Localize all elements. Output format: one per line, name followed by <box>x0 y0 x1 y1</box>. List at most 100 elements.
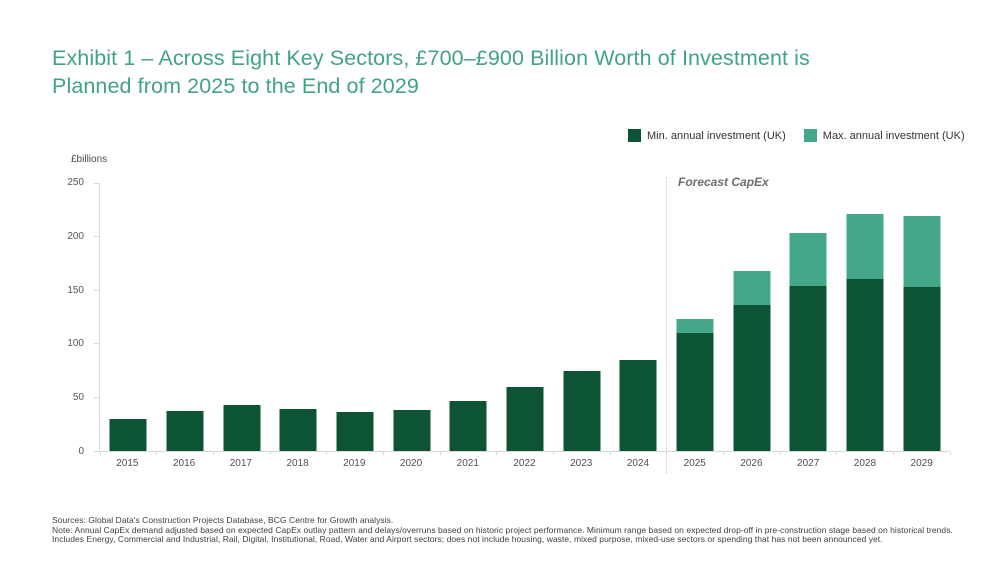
bar-2017 <box>223 183 261 451</box>
exhibit-title: Exhibit 1 – Across Eight Key Sectors, £7… <box>52 44 952 100</box>
footnotes: Sources: Global Data's Construction Proj… <box>52 515 964 545</box>
x-boundary-tick-6 <box>439 452 441 455</box>
min-segment-2025 <box>676 333 714 451</box>
chart-legend: Min. annual investment (UK) Max. annual … <box>628 129 965 142</box>
y-tick-mark-200 <box>94 236 99 238</box>
x-tick-label-2023: 2023 <box>570 458 593 469</box>
bar-slot-2020 <box>383 183 440 451</box>
bar-2023 <box>563 183 601 451</box>
x-tick-label-2020: 2020 <box>399 458 423 469</box>
max-segment-2025 <box>676 319 714 334</box>
bar-2021 <box>449 183 487 451</box>
x-boundary-tick-9 <box>609 452 611 455</box>
bar-slot-2019 <box>327 183 384 451</box>
x-boundary-tick-1 <box>156 452 158 455</box>
y-axis: 0 50 100 150 200 250 <box>40 177 92 457</box>
y-tick-label-50: 50 <box>72 392 84 404</box>
max-segment-2029 <box>903 216 941 287</box>
bar-slot-2018 <box>270 183 327 451</box>
x-tick-label-2029: 2029 <box>910 458 933 469</box>
bar-slot-2015 <box>100 183 157 451</box>
x-tick-label-2017: 2017 <box>229 458 252 469</box>
x-boundary-tick-5 <box>382 452 384 455</box>
exhibit-title-line-2: Planned from 2025 to the End of 2029 <box>52 74 419 98</box>
bar-2022 <box>506 183 544 451</box>
y-tick-label-100: 100 <box>67 338 84 350</box>
max-segment-2027 <box>789 233 827 286</box>
forecast-divider-line <box>666 177 667 473</box>
min-segment-2019 <box>336 412 374 451</box>
x-boundary-tick-14 <box>892 452 894 455</box>
min-segment-2028 <box>846 279 884 451</box>
x-boundary-tick-13 <box>836 452 838 455</box>
min-segment-2018 <box>279 409 317 451</box>
min-series-swatch-icon <box>628 129 641 142</box>
bar-slot-2021 <box>440 183 497 451</box>
x-boundary-tick-4 <box>326 452 328 455</box>
x-tick-label-2019: 2019 <box>343 458 366 469</box>
bar-slot-2023 <box>553 183 610 451</box>
bar-2020 <box>393 183 431 451</box>
min-segment-2027 <box>789 285 827 451</box>
x-boundary-tick-3 <box>269 452 271 455</box>
min-segment-2029 <box>903 286 941 451</box>
min-segment-2021 <box>449 400 487 451</box>
x-boundary-tick-12 <box>779 452 781 455</box>
bar-slot-2027 <box>780 183 837 451</box>
methodology-note: Note: Annual CapEx demand adjusted based… <box>52 524 953 545</box>
x-tick-label-2024: 2024 <box>626 458 650 469</box>
bar-2025 <box>676 183 714 451</box>
legend-item-max: Max. annual investment (UK) <box>803 129 965 142</box>
y-tick-label-200: 200 <box>67 230 84 242</box>
bar-2024 <box>619 183 657 451</box>
min-segment-2026 <box>733 305 771 451</box>
bar-2029 <box>903 183 941 451</box>
bar-2028 <box>846 183 884 451</box>
min-segment-2015 <box>109 418 147 451</box>
x-tick-label-2027: 2027 <box>797 458 820 469</box>
bar-slot-2026 <box>723 183 780 451</box>
x-tick-label-2016: 2016 <box>172 458 196 469</box>
min-segment-2022 <box>506 386 544 451</box>
bar-slot-2029 <box>893 183 950 451</box>
y-tick-mark-50 <box>94 396 99 398</box>
x-tick-label-2028: 2028 <box>853 458 877 469</box>
bar-slot-2028 <box>837 183 894 451</box>
y-axis-title: £billions <box>71 154 108 165</box>
x-boundary-tick-8 <box>552 452 554 455</box>
x-tick-label-2025: 2025 <box>683 458 706 469</box>
bar-slots <box>100 183 950 451</box>
legend-label-min: Min. annual investment (UK) <box>647 129 786 142</box>
bar-2015 <box>109 183 147 451</box>
legend-item-min: Min. annual investment (UK) <box>628 129 786 142</box>
y-tick-mark-150 <box>94 289 99 291</box>
max-segment-2028 <box>846 214 884 280</box>
x-tick-label-2021: 2021 <box>456 458 479 469</box>
bar-2026 <box>733 183 771 451</box>
y-tick-label-0: 0 <box>78 446 84 457</box>
bar-2019 <box>336 183 374 451</box>
sources-note: Sources: Global Data's Construction Proj… <box>52 515 394 525</box>
exhibit-title-line-1: Exhibit 1 – Across Eight Key Sectors, £7… <box>52 46 810 70</box>
y-tick-mark-100 <box>94 343 99 345</box>
x-boundary-tick-11 <box>722 452 724 455</box>
x-tick-label-2022: 2022 <box>513 458 536 469</box>
x-tick-label-2015: 2015 <box>116 458 139 469</box>
bar-slot-2016 <box>157 183 214 451</box>
min-segment-2023 <box>563 370 601 451</box>
min-segment-2017 <box>223 404 261 451</box>
min-segment-2020 <box>393 410 431 451</box>
forecast-label: Forecast CapEx <box>678 175 769 189</box>
y-tick-mark-0 <box>94 450 99 452</box>
min-segment-2016 <box>166 411 204 451</box>
x-boundary-tick-7 <box>496 452 498 455</box>
bar-2016 <box>166 183 204 451</box>
max-series-swatch-icon <box>803 129 817 142</box>
max-segment-2026 <box>733 270 771 306</box>
x-tick-label-2026: 2026 <box>740 458 763 469</box>
legend-label-max: Max. annual investment (UK) <box>822 129 965 142</box>
bar-slot-2024 <box>610 183 667 451</box>
x-tick-label-2018: 2018 <box>286 458 309 469</box>
y-tick-mark-250 <box>94 182 99 184</box>
bar-slot-2022 <box>497 183 554 451</box>
